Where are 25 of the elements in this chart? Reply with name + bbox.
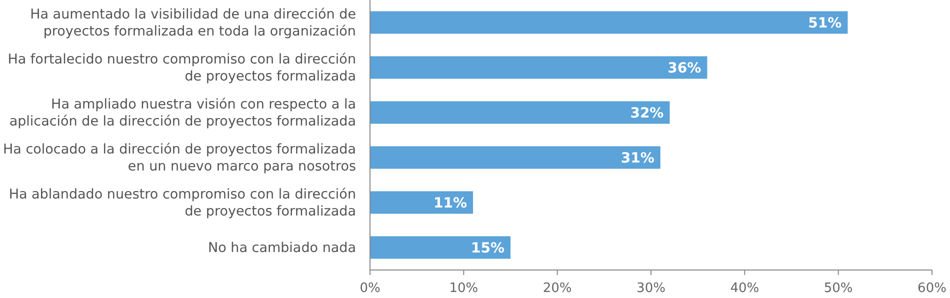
bar: [370, 56, 708, 79]
bar: [370, 101, 670, 124]
bar: [370, 191, 474, 214]
x-tick-label: 10%: [449, 281, 478, 296]
y-tick-label: Ha aumentado la visibilidad de una dirección de proyectos formalizada en toda la organización: [30, 6, 356, 40]
data-label: 11%: [434, 195, 468, 212]
bar: [370, 236, 510, 259]
data-label: 51%: [808, 15, 842, 32]
x-tick-label: 40%: [730, 281, 760, 296]
x-tick-label: 0%: [360, 281, 380, 296]
data-label: 32%: [630, 105, 664, 122]
y-tick-label: No ha cambiado nada: [208, 240, 356, 256]
bar: [370, 146, 660, 169]
y-tick-label: Ha colocado a la dirección de proyectos formalizada en un nuevo marco para nosotros: [3, 142, 356, 175]
x-tick-label: 50%: [824, 281, 853, 296]
x-tick-label: 60%: [918, 281, 946, 296]
y-tick-label: Ha ablandado nuestro compromiso con la dirección de proyectos formalizada: [8, 186, 356, 220]
y-tick-label: Ha ampliado nuestra visión con respecto a la aplicación de la dirección de proyectos formalizada: [9, 96, 356, 130]
data-label: 15%: [470, 240, 504, 256]
bar: [370, 11, 848, 34]
x-tick-label: 20%: [542, 281, 572, 296]
x-tick-label: 30%: [636, 281, 666, 296]
data-label: 31%: [620, 150, 654, 166]
y-tick-label: Ha fortalecido nuestro compromiso con la dirección de proyectos formalizada: [8, 52, 356, 85]
data-label: 36%: [668, 60, 702, 76]
